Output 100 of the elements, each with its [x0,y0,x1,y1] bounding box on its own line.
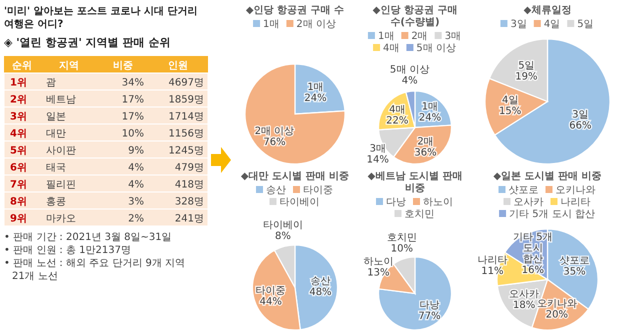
data-label: 7위 [10,180,27,190]
data-label: 22% [386,116,408,127]
slice-label: 오사카 [509,288,540,300]
legend-label: 4매 [383,43,400,54]
data-label: 76% [263,136,286,148]
slice-label: 하노이 [363,256,394,268]
data-label: 24% [304,93,327,104]
legend-label: 오사카 [514,197,544,208]
data-label: 1245명 [168,146,204,156]
legend-label: 송산 [266,185,286,196]
legend-label: 오키나와 [556,185,596,196]
data-label: 479명 [174,162,204,174]
text: 비중 [113,60,133,72]
data-label: 16% [522,264,544,276]
chart-title: ◆체류일정 [524,5,572,16]
data-label: 2위 [10,94,27,106]
legend-label: 기타 5개 도시 합산 [509,209,595,220]
data-label: 48% [309,286,332,298]
data-label: 9% [128,146,144,156]
chart-title: ◆일본 도시별 판매 비중 [493,171,602,182]
legend-label: 타이중 [303,185,333,196]
legend-label: 5일 [577,19,594,30]
data-label: 15% [499,106,522,118]
data-label: 10% [122,128,144,140]
data-label: 1859명 [168,94,204,106]
legend-label: 3일 [510,19,527,30]
legend-label: 나리타 [560,197,590,208]
text: '미리' 알아보는 포스트 코로나 시대 단거리 여행은 어디? [4,6,198,30]
slice-label: 4일 [502,95,518,106]
legend-label: 3매 [444,31,462,42]
legend-label: 1매 [263,19,280,30]
slice-label: 타이베이 [262,220,303,231]
legend-label: 샷포로 [508,185,538,196]
category-label: 대만 [46,128,66,140]
data-label: 328명 [174,196,204,208]
legend-label: 1매 [378,31,394,42]
category-label: 홍콩 [46,196,66,208]
category-label: 베트남 [46,94,76,106]
data-label: 34% [122,78,144,88]
data-label: 14% [366,154,389,166]
category-label: 사이판 [46,146,76,156]
chart-title: ◆대만 도시별 판매 비중 [240,171,350,182]
data-label: 4% [402,75,418,86]
text: 인원 [168,60,188,72]
data-label: 6위 [10,162,27,174]
slice-label: 송산 [310,276,330,287]
data-label: 3% [128,196,144,208]
data-label: 66% [569,120,592,132]
data-label: 17% [122,94,144,106]
legend-label: 다낭 [386,197,406,208]
data-label: 3위 [10,112,27,122]
text: • 판매 노선 : 해외 주요 단거리 9개 지역 21개 노선 [4,258,186,282]
data-label: 4% [128,180,144,190]
category-label: 태국 [46,162,66,174]
slice-label: 타이중 [256,285,286,296]
data-label: 36% [414,148,437,159]
data-label: 8위 [10,196,27,208]
data-label: 4697명 [168,78,204,88]
slice-label: 1매 [307,82,324,94]
slice-label: 2매 [417,136,434,148]
slice-label: 다낭 [419,300,440,311]
data-label: 5위 [10,146,27,156]
data-label: 1714명 [168,112,204,122]
data-label: 8% [275,230,291,242]
category-label: 필리핀 [46,180,76,190]
text: • 판매 기간 : 2021년 3월 8일~31일 [4,232,172,243]
category-label: 괌 [46,78,56,88]
legend-label: 호치민 [404,209,434,220]
data-label: 35% [563,266,586,278]
legend-label: 하노이 [423,197,453,208]
slice-label: 4매 [389,104,406,116]
legend-label: 2매 이상 [296,19,336,30]
data-label: 19% [515,71,538,82]
data-label: 18% [513,300,536,311]
data-label: 44% [260,296,282,308]
slice-label: 3일 [572,110,589,121]
text: ◈ '열린 항공권' 지역별 판매 순위 [4,36,170,49]
legend-label: 2매 [411,31,428,42]
category-label: 일본 [46,112,66,122]
data-label: 77% [418,310,441,322]
slice-label: 2매 이상 [254,126,294,137]
chart-title: ◆인당 항공권 구매 수 [246,5,344,16]
text: • 판매 인원 : 총 1만2137명 [4,245,131,256]
data-label: 24% [418,112,442,124]
category-label: 마카오 [46,214,76,224]
legend-label: 4일 [544,19,560,30]
data-label: 4위 [10,128,27,140]
data-label: 1156명 [168,128,204,140]
series-label: 순위 [12,60,32,72]
data-label: 10% [390,244,413,255]
slice-label: 1매 [422,102,438,113]
data-label: 2% [128,214,144,224]
data-label: 20% [546,309,568,320]
data-label: 1위 [10,78,27,88]
data-label: 9위 [10,214,27,224]
slice-label: 3매 [370,143,386,154]
chart-title: ◆인당 항공권 구매 수(수량별) [372,5,458,28]
data-label: 418명 [174,180,204,190]
slice-label: 호치민 [386,232,417,244]
text: 지역 [59,60,79,72]
